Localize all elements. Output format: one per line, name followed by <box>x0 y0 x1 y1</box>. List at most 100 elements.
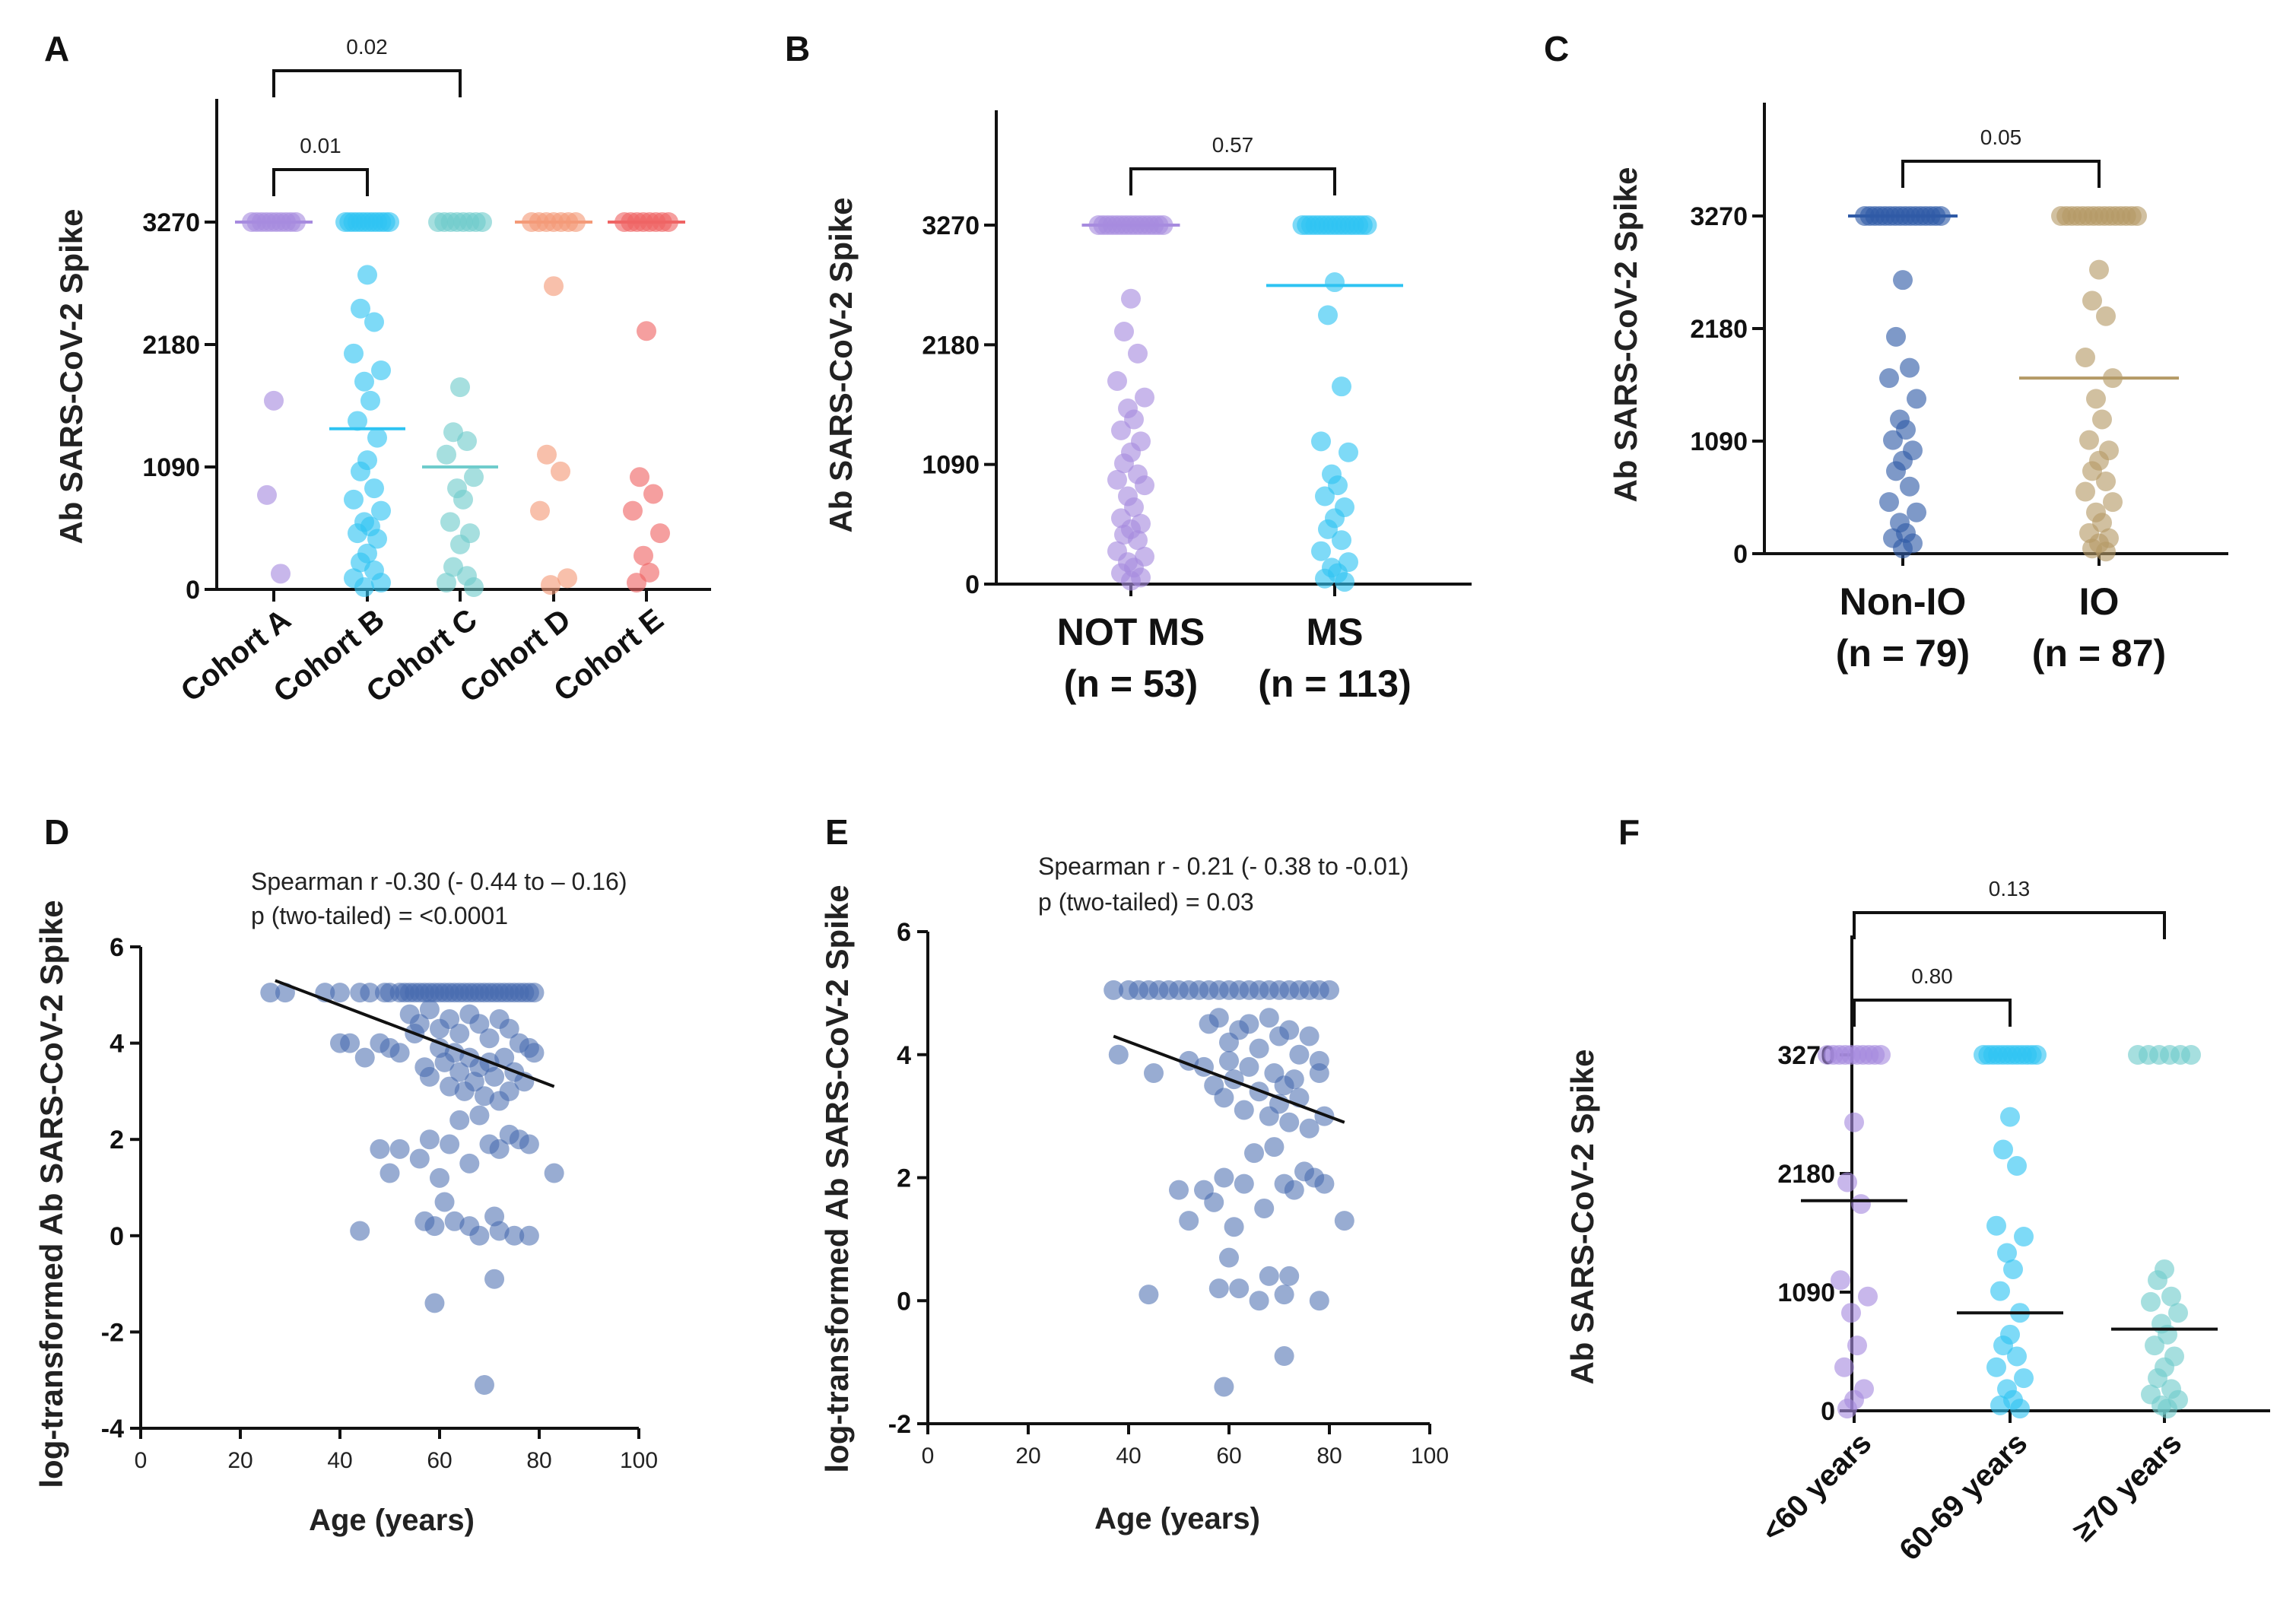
data-point <box>424 1216 445 1237</box>
data-point <box>1993 1139 2013 1160</box>
data-point <box>419 1129 440 1150</box>
data-point <box>1831 1270 1850 1291</box>
data-point <box>430 1167 449 1188</box>
panel-f-ytick-label: 0 <box>1821 1397 1835 1426</box>
data-point <box>1121 288 1141 309</box>
p-value-label: 0.05 <box>1980 125 2022 149</box>
data-point <box>2148 1368 2167 1389</box>
data-point <box>1993 1335 2013 1356</box>
panel-e-ytick-label: 6 <box>897 918 911 947</box>
panel-b-ticks: 0 1090 2180 3270 <box>922 211 1336 599</box>
panel-c: C Ab SARS-CoV-2 Spike 0 1090 2180 3270 0.05… <box>1544 29 2228 675</box>
category-n-label: (n = 113) <box>1258 662 1412 705</box>
data-point <box>257 484 277 505</box>
data-point <box>437 573 456 593</box>
data-point <box>1837 1172 1857 1193</box>
significance-bracket <box>1853 911 2166 939</box>
regression-line <box>275 979 555 1088</box>
data-point <box>348 411 367 431</box>
data-point <box>484 1066 505 1087</box>
panel-a-y-axis-label: Ab SARS-CoV-2 Spike <box>53 208 89 544</box>
data-point <box>1309 1291 1329 1311</box>
panel-d-ytick-label: 0 <box>110 1222 124 1251</box>
panel-d-axes <box>139 947 639 1430</box>
data-point <box>1219 1247 1239 1268</box>
data-point <box>409 1148 430 1169</box>
data-point <box>2014 1227 2034 1247</box>
panel-d-y-axis-label: log-transformed Ab SARS-CoV-2 Spike <box>33 900 69 1488</box>
panel-c-brackets: 0.05 <box>1901 125 2101 188</box>
panel-b-y-axis-label: Ab SARS-CoV-2 Spike <box>823 197 859 532</box>
data-point <box>2000 1107 2020 1127</box>
data-point <box>469 1225 490 1246</box>
data-point <box>2082 461 2102 481</box>
data-point <box>1319 980 1339 1000</box>
regression-line <box>1113 1034 1345 1124</box>
data-point <box>1837 1399 1857 1419</box>
p-value-label: 0.13 <box>1989 877 2031 900</box>
data-point <box>623 500 643 521</box>
data-point <box>354 577 374 598</box>
panel-a-ytick-label: 3270 <box>142 208 200 237</box>
panel-b-points <box>1088 215 1377 592</box>
panel-a-ytick-label: 1090 <box>142 453 200 482</box>
panel-a-label: A <box>44 29 69 68</box>
panel-e-ytick-label: 0 <box>897 1287 911 1316</box>
panel-e-ytick-label: 2 <box>897 1164 911 1193</box>
data-point <box>2141 1291 2161 1312</box>
data-point <box>389 1043 410 1063</box>
data-point <box>1279 1266 1300 1286</box>
data-point <box>1893 538 1913 559</box>
data-point <box>489 1139 510 1159</box>
data-point <box>1114 322 1134 342</box>
data-point <box>537 444 557 465</box>
panel-f-y-axis-label: Ab SARS-CoV-2 Spike <box>1564 1049 1600 1384</box>
panel-c-ytick-label: 3270 <box>1690 202 1748 231</box>
data-point <box>370 1139 390 1159</box>
data-point <box>1879 492 1899 513</box>
data-point <box>389 1139 410 1159</box>
data-point <box>1315 568 1335 589</box>
panel-c-label: C <box>1544 29 1569 68</box>
panel-f-ytick-label: 1090 <box>1777 1278 1835 1307</box>
data-point <box>450 377 470 398</box>
panel-c-ticks: 0 1090 2180 3270 <box>1690 202 2101 569</box>
panel-d-ytick-label: -2 <box>101 1318 124 1347</box>
data-point <box>630 467 649 487</box>
panel-c-points <box>1855 206 2147 562</box>
data-point <box>351 461 370 481</box>
data-point <box>2096 306 2116 326</box>
data-point <box>524 983 545 1003</box>
data-point <box>1135 387 1154 408</box>
data-point <box>1834 1357 1854 1377</box>
data-point <box>440 1008 460 1029</box>
data-point <box>351 298 370 319</box>
data-point <box>1214 1377 1234 1397</box>
data-point <box>2027 1045 2047 1065</box>
panel-c-axes <box>1763 103 2228 555</box>
panel-b-ytick-label: 2180 <box>922 331 980 360</box>
data-point <box>1244 1143 1264 1164</box>
data-point <box>504 1225 525 1246</box>
data-point <box>2148 1270 2167 1291</box>
data-point <box>1886 326 1906 347</box>
data-point <box>519 1134 539 1154</box>
data-point <box>371 573 391 593</box>
data-point <box>350 1221 370 1241</box>
category-label: MS <box>1307 611 1364 653</box>
panel-a-means <box>235 221 685 468</box>
data-point <box>1990 1281 2010 1301</box>
panel-d-fit <box>275 979 555 1088</box>
data-point <box>424 1293 445 1313</box>
significance-bracket <box>272 168 369 196</box>
panel-b-axes <box>995 110 1472 586</box>
data-point <box>444 1211 465 1231</box>
significance-bracket <box>1901 160 2101 188</box>
data-point <box>551 461 570 481</box>
panel-a-ticks: 0 1090 2180 3270 <box>142 208 648 605</box>
panel-d-x-axis-label: Age (years) <box>309 1504 475 1537</box>
panel-b-ytick-label: 0 <box>965 570 980 599</box>
panel-e-xtick-label: 20 <box>1015 1443 1040 1469</box>
